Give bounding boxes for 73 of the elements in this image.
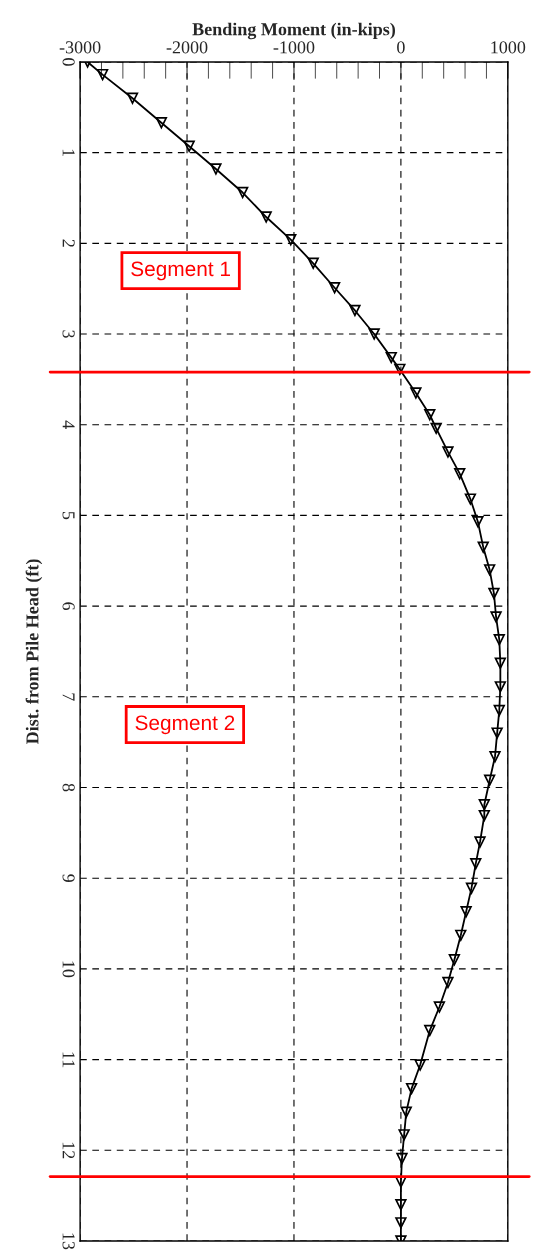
point: [478, 799, 491, 811]
point: [465, 882, 478, 894]
point: [368, 328, 380, 340]
x-tick-label: -1000: [273, 41, 315, 54]
point: [460, 906, 472, 918]
y-tick-label: 1: [62, 149, 75, 157]
point: [405, 1082, 418, 1095]
point: [395, 1217, 407, 1229]
point: [490, 611, 502, 623]
point: [385, 351, 397, 364]
point: [470, 857, 482, 870]
point: [483, 564, 496, 576]
point: [236, 186, 249, 199]
point: [349, 304, 361, 317]
point: [474, 836, 486, 848]
x-tick-label: 0: [397, 41, 405, 54]
point: [430, 422, 442, 435]
y-tick-label: 5: [62, 511, 75, 520]
point: [493, 704, 505, 717]
point: [96, 68, 109, 81]
point: [483, 774, 496, 786]
point: [442, 976, 454, 989]
point: [464, 493, 477, 505]
y-tick-label: 8: [62, 783, 75, 792]
x-tick-label: -2000: [166, 41, 208, 54]
point: [442, 446, 454, 458]
point: [260, 211, 272, 223]
point: [454, 467, 466, 480]
y-tick-label: 9: [62, 874, 75, 882]
point: [394, 363, 406, 376]
y-axis-title: Dist. from Pile Head (ft): [25, 559, 43, 744]
point: [493, 633, 505, 646]
point: [455, 929, 467, 942]
point: [410, 387, 422, 399]
point: [424, 409, 436, 421]
point: [155, 117, 168, 129]
y-tick-label: 2: [62, 239, 75, 247]
point: [472, 516, 484, 528]
point: [491, 727, 503, 739]
point: [414, 1059, 426, 1071]
point: [398, 1129, 410, 1141]
point: [494, 681, 507, 693]
x-tick-label: 1000: [491, 41, 526, 54]
x-axis-title: Bending Moment (in-kips): [192, 22, 395, 40]
annotation: Segment 1: [131, 261, 230, 281]
point: [424, 1024, 436, 1037]
point: [126, 92, 139, 104]
point: [477, 541, 489, 553]
point: [478, 809, 491, 822]
point: [433, 1001, 446, 1013]
y-tick-label: 10: [62, 961, 75, 978]
y-tick-label: 6: [62, 602, 75, 611]
y-tick-label: 4: [62, 420, 75, 429]
point: [183, 140, 195, 152]
x-tick-label: -3000: [59, 41, 101, 54]
y-tick-label: 3: [62, 330, 75, 338]
point: [400, 1106, 412, 1118]
point: [448, 954, 461, 966]
point: [488, 587, 500, 600]
y-tick-label: 11: [62, 1052, 75, 1068]
y-tick-label: 7: [62, 693, 75, 701]
point: [395, 1198, 407, 1211]
point: [489, 750, 501, 763]
point: [396, 1152, 408, 1165]
point: [328, 282, 341, 294]
y-tick-label: 12: [62, 1142, 75, 1159]
point: [210, 163, 222, 175]
annotation: Segment 2: [135, 715, 235, 735]
point: [494, 657, 507, 669]
point: [285, 234, 297, 246]
point: [307, 257, 319, 269]
y-tick-label: 0: [62, 58, 75, 66]
y-tick-label: 13: [62, 1233, 75, 1250]
